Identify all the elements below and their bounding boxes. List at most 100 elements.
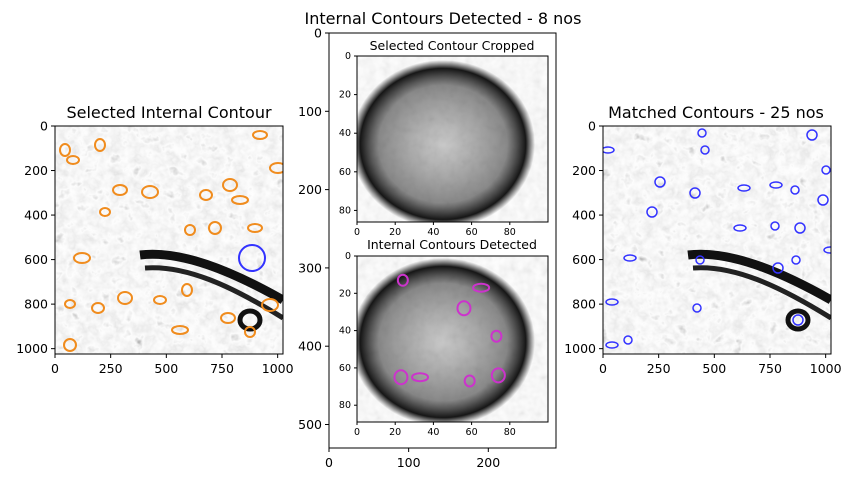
internal-contour: [490, 329, 503, 343]
middle-y-ticks: 0 100 200 300 400 500: [298, 26, 329, 432]
orange-contour: [141, 185, 159, 199]
matched-contour: [770, 221, 780, 231]
orange-contour: [171, 325, 189, 335]
orange-contour: [64, 299, 76, 309]
right-axon-bands: [687, 249, 831, 332]
inset-cropped-cell: [357, 60, 535, 222]
y-tick-label: 40: [339, 326, 351, 337]
inset-detected: 0 20 40 60 80 0 20 40 60 80 Internal Contours De…: [339, 237, 549, 438]
matched-contour: [769, 181, 783, 189]
y-tick-label: 200: [24, 163, 48, 178]
y-tick-label: 400: [24, 208, 48, 223]
x-tick-label: 0: [599, 361, 607, 376]
y-tick-label: 300: [298, 260, 322, 275]
inset-detected-title: Internal Contours Detected: [367, 237, 537, 252]
y-tick-label: 800: [24, 297, 48, 312]
right-x-ticks: 0 250 500 750 1000: [599, 354, 842, 376]
orange-contour: [117, 291, 133, 305]
x-tick-label: 750: [210, 361, 234, 376]
orange-contour: [181, 283, 193, 297]
orange-contour: [99, 207, 111, 217]
orange-contour: [220, 312, 236, 324]
x-tick-label: 1000: [810, 361, 842, 376]
matched-contour: [823, 246, 831, 254]
matched-contour: [646, 206, 658, 218]
y-tick-label: 600: [572, 252, 596, 267]
inset-detected-cell: [357, 258, 535, 422]
matched-contour: [806, 129, 818, 141]
matched-contour: [733, 224, 747, 232]
internal-contour: [490, 367, 506, 384]
inset-cropped-title: Selected Contour Cropped: [370, 38, 535, 53]
x-tick-label: 250: [99, 361, 123, 376]
inset-cropped-x-ticks: 0 20 40 60 80: [354, 222, 516, 238]
orange-contour: [269, 162, 283, 174]
left-x-ticks: 0 250 500 750 1000: [51, 354, 294, 376]
right-axes-frame: [602, 125, 832, 355]
x-tick-label: 0: [354, 227, 360, 238]
inset-detected-x-ticks: 0 20 40 60 80: [354, 422, 516, 438]
x-tick-label: 60: [466, 227, 478, 238]
y-tick-label: 200: [298, 182, 322, 197]
y-tick-label: 60: [339, 167, 351, 178]
orange-contour: [63, 338, 77, 352]
matched-contour: [605, 341, 619, 349]
orange-contour: [184, 224, 196, 236]
internal-contour: [411, 372, 430, 383]
matched-contour: [817, 194, 829, 206]
y-tick-label: 600: [24, 252, 48, 267]
orange-contour: [112, 184, 128, 196]
matched-contour: [605, 298, 619, 306]
y-tick-label: 0: [345, 51, 351, 62]
matched-contour: [791, 255, 801, 265]
orange-contour: [66, 155, 80, 165]
y-tick-label: 100: [298, 104, 322, 119]
orange-contour: [91, 302, 105, 314]
x-tick-label: 20: [389, 227, 401, 238]
matched-contour: [603, 146, 615, 154]
orange-contour: [261, 298, 279, 312]
middle-x-ticks: 0 100 200: [325, 448, 500, 470]
x-tick-label: 0: [354, 427, 360, 438]
matched-contour: [692, 303, 702, 313]
middle-title: Internal Contours Detected - 8 nos: [305, 9, 582, 28]
inset-detected-contours: [393, 273, 506, 388]
internal-contour: [393, 369, 409, 386]
x-tick-label: 80: [504, 427, 516, 438]
right-title: Matched Contours - 25 nos: [608, 103, 824, 122]
orange-contour: [222, 178, 238, 192]
matched-contour: [772, 262, 784, 274]
y-tick-label: 20: [339, 288, 351, 299]
right-y-ticks: 0 200 400 600 800 1000: [564, 119, 603, 356]
matched-contour: [623, 335, 633, 345]
y-tick-label: 400: [572, 208, 596, 223]
x-tick-label: 0: [325, 455, 333, 470]
orange-contour: [247, 223, 263, 233]
x-tick-label: 750: [758, 361, 782, 376]
right-image: [603, 126, 831, 354]
orange-contour: [94, 138, 106, 152]
y-tick-label: 60: [339, 363, 351, 374]
x-tick-label: 0: [51, 361, 59, 376]
y-tick-label: 80: [339, 400, 351, 411]
left-y-ticks: 0 200 400 600 800 1000: [16, 119, 55, 356]
y-tick-label: 0: [345, 251, 351, 262]
x-tick-label: 200: [476, 455, 500, 470]
left-axes-frame: [54, 125, 284, 355]
orange-contour: [199, 189, 213, 201]
y-tick-label: 80: [339, 205, 351, 216]
orange-contour: [59, 143, 71, 157]
right-panel: 0 250 500 750 1000 0 200 400 600 800 1000 Matched…: [564, 103, 841, 376]
inset-cropped-frame: [356, 55, 549, 223]
x-tick-label: 500: [702, 361, 726, 376]
matched-contour: [821, 165, 831, 175]
y-tick-label: 0: [40, 119, 48, 134]
internal-contour: [396, 273, 409, 287]
internal-contour: [472, 282, 491, 293]
inset-detected-y-ticks: 0 20 40 60 80: [339, 251, 357, 411]
orange-contour: [231, 195, 249, 205]
matched-contour: [623, 254, 637, 262]
left-panel: 0 250 500 750 1000 0 200 400 600 800 1000 Selecte…: [16, 103, 293, 376]
